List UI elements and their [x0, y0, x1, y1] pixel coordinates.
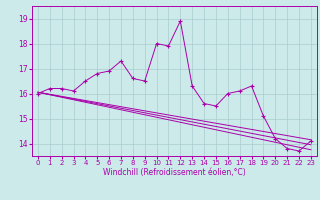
X-axis label: Windchill (Refroidissement éolien,°C): Windchill (Refroidissement éolien,°C)	[103, 168, 246, 177]
